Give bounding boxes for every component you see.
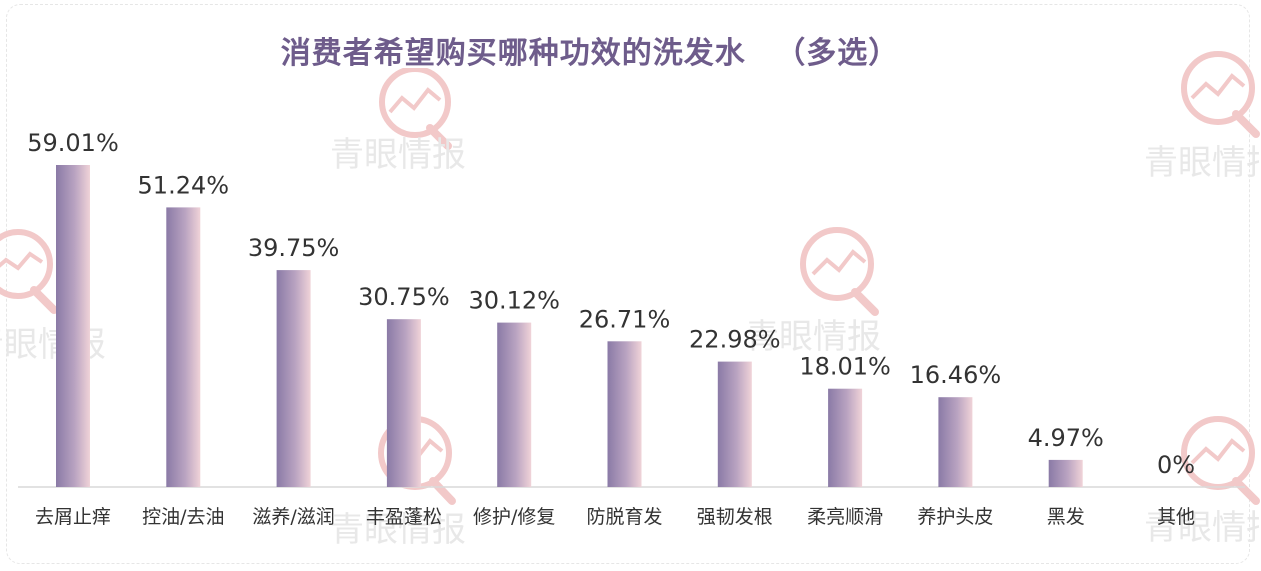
category-label-3: 丰盈蓬松 [366,506,442,528]
bar-8 [938,397,973,487]
value-label-3: 30.75% [358,283,450,311]
category-label-5: 防脱育发 [586,506,662,528]
value-label-8: 16.46% [910,361,1002,389]
value-label-2: 39.75% [248,234,340,262]
category-label-0: 去屑止痒 [35,506,111,528]
category-label-6: 强韧发根 [697,506,773,528]
chart-title-note: （多选） [775,36,900,71]
category-label-1: 控油/去油 [142,506,224,528]
value-label-4: 30.12% [468,287,560,315]
category-label-7: 柔亮顺滑 [807,506,883,528]
category-label-10: 其他 [1157,506,1195,528]
category-labels-group: 去屑止痒 控油/去油 滋养/滋润 丰盈蓬松 修护/修复 防脱育发 强韧发根 柔亮顺滑 养护头皮 黑… [35,506,1195,528]
value-label-6: 22.98% [689,326,781,354]
category-label-8: 养护头皮 [917,506,993,528]
bar-1 [166,207,201,487]
chart-title-main: 消费者希望购买哪种功效的洗发水 [280,36,746,71]
value-label-0: 59.01% [27,129,119,157]
chart-title: 消费者希望购买哪种功效的洗发水 （多选） [0,28,1180,72]
bar-2 [276,270,311,487]
value-labels-group: 59.01% 51.24% 39.75% 30.75% 30.12% 26.71% 22.9… [27,129,1195,479]
category-label-9: 黑发 [1047,506,1085,528]
category-label-4: 修护/修复 [473,506,555,528]
bar-7 [828,388,863,487]
value-label-7: 18.01% [799,353,891,381]
bar-6 [717,361,752,487]
bar-3 [386,319,421,487]
bar-4 [497,322,532,487]
category-label-2: 滋养/滋润 [252,506,334,528]
bar-9 [1048,459,1083,487]
bar-0 [56,165,90,487]
value-label-9: 4.97% [1028,424,1104,452]
value-label-1: 51.24% [138,171,230,199]
value-label-5: 26.71% [579,305,671,333]
value-label-10: 0% [1157,451,1195,479]
bars-group [56,165,1083,487]
bar-5 [607,341,642,487]
